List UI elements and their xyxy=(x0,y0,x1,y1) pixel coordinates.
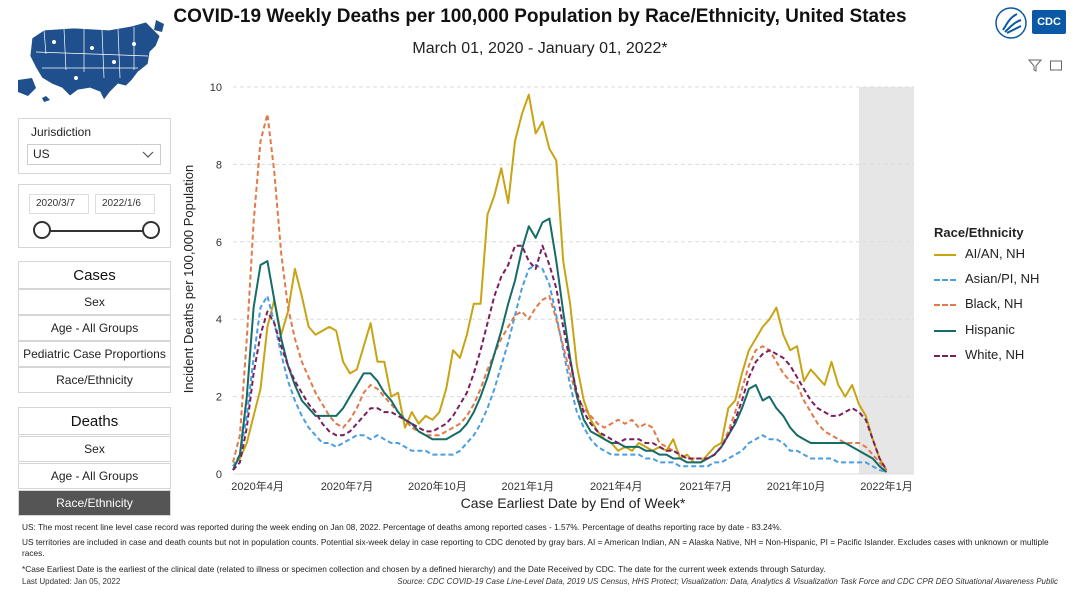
jurisdiction-select[interactable]: US xyxy=(27,144,161,165)
x-tick-label: 2020年10月 xyxy=(408,479,467,493)
legend-label-white: White, NH xyxy=(965,347,1025,362)
cases-sex-button[interactable]: Sex xyxy=(18,289,171,315)
series-line-0[interactable] xyxy=(232,93,888,471)
legend-label-aian: AI/AN, NH xyxy=(965,246,1025,261)
x-tick-label: 2022年1月 xyxy=(860,479,913,493)
x-tick-label: 2020年4月 xyxy=(231,479,284,493)
chevron-down-icon xyxy=(142,151,154,158)
northeast-shape xyxy=(154,20,164,32)
y-tick-label: 0 xyxy=(216,469,222,481)
y-axis-title: Incident Deaths per 100,000 Population xyxy=(181,165,196,393)
footnote-most-recent: US: The most recent line level case reco… xyxy=(22,522,782,532)
legend-item-black[interactable]: Black, NH xyxy=(934,295,1074,315)
page-subtitle: March 01, 2020 - January 01, 2022* xyxy=(412,40,668,57)
page-title: COVID-19 Weekly Deaths per 100,000 Popul… xyxy=(173,6,907,27)
date-end-input[interactable]: 2022/1/6 xyxy=(95,194,155,214)
legend-item-hispanic[interactable]: Hispanic xyxy=(934,321,1074,341)
legend-label-asian: Asian/PI, NH xyxy=(965,271,1040,286)
series-line-2[interactable] xyxy=(232,113,888,471)
cdc-logo: CDC xyxy=(1032,10,1066,34)
hhs-logo xyxy=(995,7,1027,39)
alaska-shape xyxy=(18,78,36,96)
deaths-sex-button[interactable]: Sex xyxy=(18,436,171,462)
last-updated: Last Updated: Jan 05, 2022 xyxy=(22,577,121,586)
y-tick-label: 8 xyxy=(216,159,222,171)
legend-swatch-white xyxy=(934,355,956,357)
filter-icon[interactable] xyxy=(1028,58,1042,72)
date-slider-end-handle[interactable] xyxy=(142,221,160,239)
legend-swatch-aian xyxy=(934,254,956,256)
legend-label-hispanic: Hispanic xyxy=(965,322,1015,337)
date-slider-start-handle[interactable] xyxy=(33,221,51,239)
legend-item-aian[interactable]: AI/AN, NH xyxy=(934,245,1074,265)
series-line-4[interactable] xyxy=(232,244,888,471)
cases-age-button[interactable]: Age - All Groups xyxy=(18,315,171,341)
deaths-age-button[interactable]: Age - All Groups xyxy=(18,463,171,489)
cases-race-button[interactable]: Race/Ethnicity xyxy=(18,367,171,393)
x-tick-label: 2021年1月 xyxy=(502,479,555,493)
x-tick-label: 2021年10月 xyxy=(767,479,826,493)
jurisdiction-value: US xyxy=(33,147,50,161)
x-tick-label: 2020年7月 xyxy=(321,479,374,493)
legend-item-white[interactable]: White, NH xyxy=(934,346,1074,366)
deaths-header: Deaths xyxy=(18,407,171,435)
date-start-input[interactable]: 2020/3/7 xyxy=(29,194,89,214)
deaths-race-button[interactable]: Race/Ethnicity xyxy=(18,490,171,516)
y-tick-label: 6 xyxy=(216,237,222,249)
cases-header: Cases xyxy=(18,261,171,289)
hawaii-shape xyxy=(42,96,50,102)
legend-item-asian[interactable]: Asian/PI, NH xyxy=(934,270,1074,290)
legend-swatch-black xyxy=(934,304,956,306)
legend-swatch-asian xyxy=(934,279,956,281)
series-line-1[interactable] xyxy=(232,264,887,474)
source-note: Source: CDC COVID-19 Case Line-Level Dat… xyxy=(397,577,1058,586)
y-tick-label: 10 xyxy=(210,82,222,94)
us-map-shape xyxy=(29,21,161,101)
y-tick-label: 2 xyxy=(216,392,222,404)
reporting-delay-band xyxy=(858,87,914,474)
legend-title: Race/Ethnicity xyxy=(934,225,1024,240)
footnote-case-date: *Case Earliest Date is the earliest of t… xyxy=(22,564,826,574)
cases-pediatric-button[interactable]: Pediatric Case Proportions xyxy=(18,341,171,367)
y-tick-label: 4 xyxy=(216,314,222,326)
x-tick-label: 2021年4月 xyxy=(590,479,643,493)
footnote-territories: US territories are included in case and … xyxy=(22,537,1049,558)
x-axis-title: Case Earliest Date by End of Week* xyxy=(461,495,686,511)
date-slider-track[interactable] xyxy=(43,230,149,232)
jurisdiction-panel: Jurisdiction US xyxy=(18,118,171,174)
expand-icon[interactable] xyxy=(1049,58,1063,72)
date-range-panel: 2020/3/7 2022/1/6 xyxy=(18,184,171,248)
jurisdiction-label: Jurisdiction xyxy=(31,125,92,139)
series-line-3[interactable] xyxy=(232,217,888,473)
us-map-thumbnail[interactable] xyxy=(14,8,174,108)
legend-swatch-hispanic xyxy=(934,330,956,332)
x-tick-label: 2021年7月 xyxy=(679,479,732,493)
legend-label-black: Black, NH xyxy=(965,296,1023,311)
